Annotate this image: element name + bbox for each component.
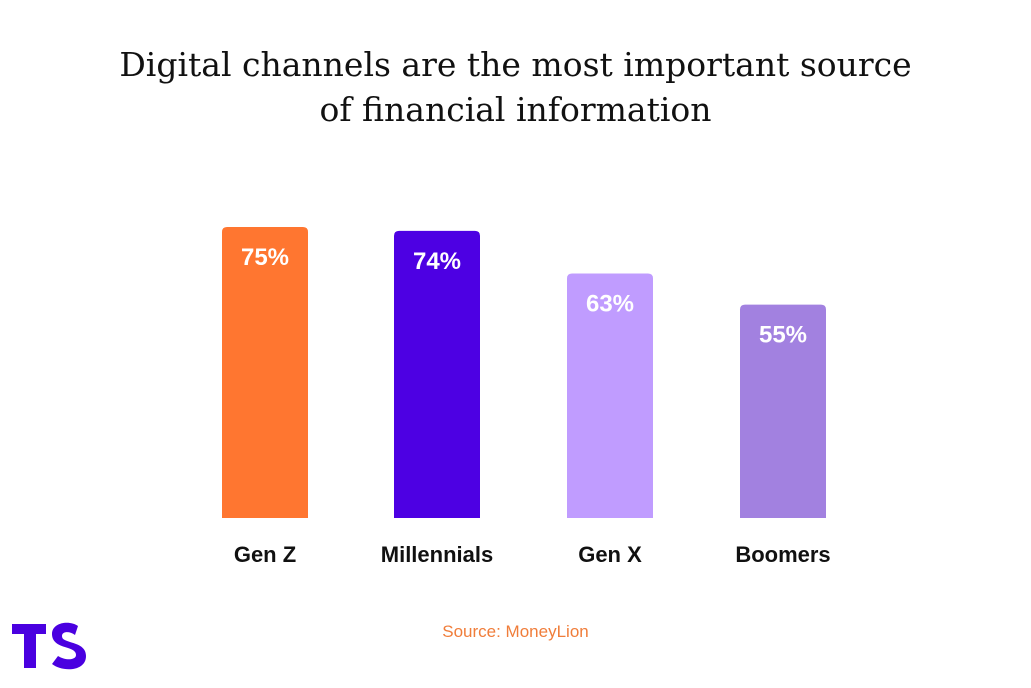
category-label: Gen Z xyxy=(234,542,296,567)
bar-gen-z xyxy=(222,227,308,518)
data-label: 75% xyxy=(241,244,289,271)
bar-gen-x xyxy=(567,273,653,518)
bar-millennials xyxy=(394,230,480,518)
data-label: 74% xyxy=(413,248,461,275)
chart-title-line-1: Digital channels are the most important … xyxy=(119,45,912,84)
category-label: Millennials xyxy=(381,542,493,567)
source-note: Source: MoneyLion xyxy=(442,622,589,641)
category-label: Gen X xyxy=(578,542,642,567)
data-label: 63% xyxy=(586,291,634,318)
ts-logo xyxy=(12,622,86,670)
category-label: Boomers xyxy=(735,542,830,567)
data-label: 55% xyxy=(759,322,807,349)
chart-title: Digital channels are the most important … xyxy=(0,42,1031,132)
chart-title-line-2: of financial information xyxy=(319,90,712,129)
bar-boomers xyxy=(740,304,826,518)
